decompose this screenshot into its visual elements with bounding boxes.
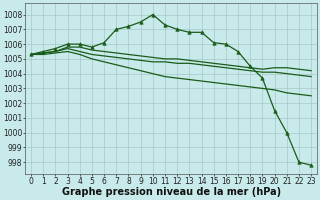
X-axis label: Graphe pression niveau de la mer (hPa): Graphe pression niveau de la mer (hPa) <box>61 187 281 197</box>
